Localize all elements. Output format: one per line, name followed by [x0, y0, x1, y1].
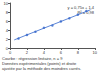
svg-text:10: 10: [93, 50, 98, 55]
svg-text:0: 0: [5, 45, 8, 51]
svg-text:R² = 0,98: R² = 0,98: [77, 9, 94, 15]
svg-text:4: 4: [43, 50, 46, 55]
svg-text:6: 6: [60, 50, 63, 55]
html-text:Données expérimentales (points: Données expérimentales (points) et droit…: [2, 61, 77, 66]
html-text:Courbe : régression linéaire,: Courbe : régression linéaire, n = 9: [2, 56, 63, 61]
svg-text:6: 6: [6, 19, 9, 24]
svg-text:2: 2: [6, 37, 9, 42]
svg-text:4: 4: [6, 28, 9, 33]
svg-text:8: 8: [77, 50, 80, 55]
svg-text:y = 0,75x + 1,4: y = 0,75x + 1,4: [67, 4, 94, 10]
svg-text:2: 2: [26, 50, 29, 55]
svg-text:0: 0: [9, 50, 12, 55]
svg-text:10: 10: [4, 1, 9, 6]
svg-text:8: 8: [6, 10, 9, 15]
html-text:ajustée par la méthode des moi: ajustée par la méthode des moindres carr…: [2, 66, 82, 71]
